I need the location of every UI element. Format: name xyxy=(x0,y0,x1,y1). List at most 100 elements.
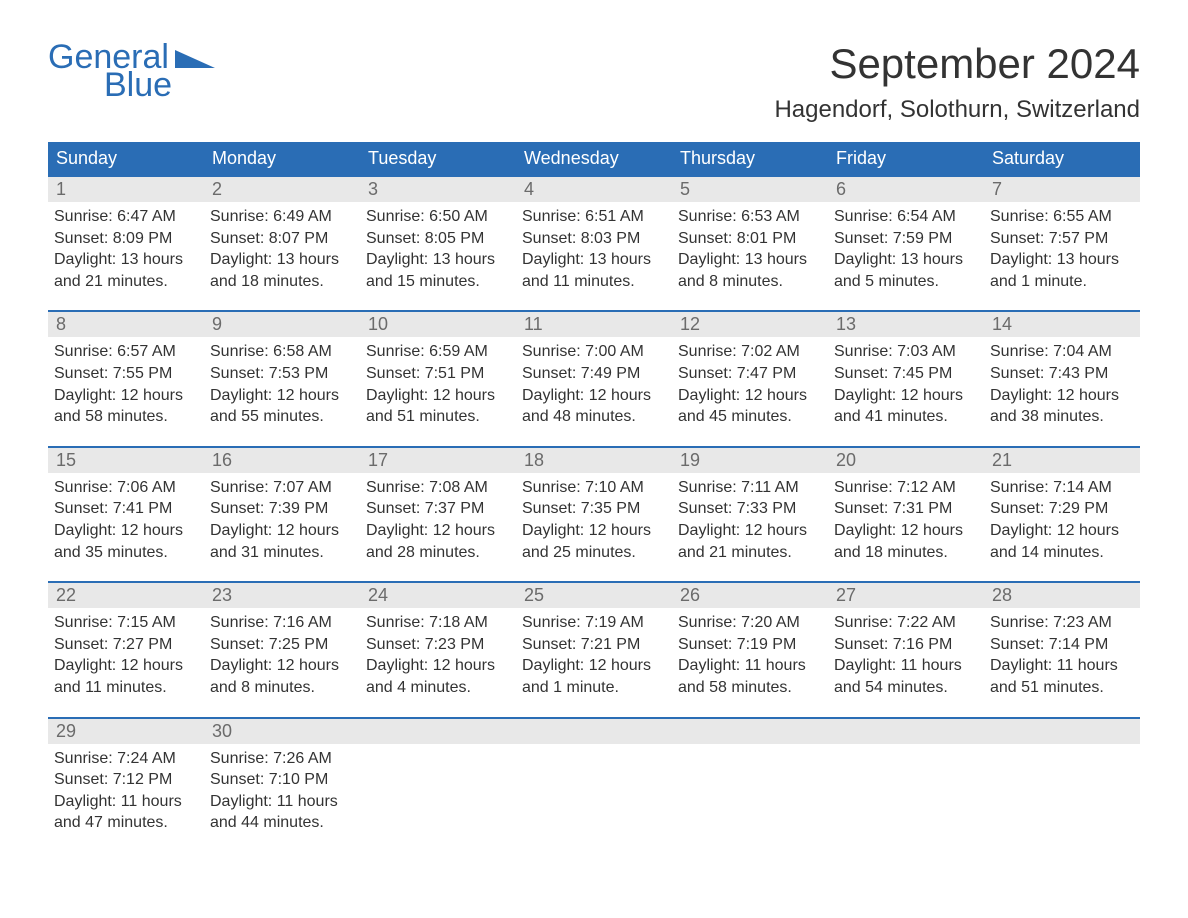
day-number-row: 6 xyxy=(828,177,984,202)
daylight-line1: Daylight: 12 hours xyxy=(210,655,354,677)
sunset: Sunset: 7:37 PM xyxy=(366,498,510,520)
daylight-line2: and 47 minutes. xyxy=(54,812,198,834)
daylight-line2: and 8 minutes. xyxy=(678,271,822,293)
sunrise: Sunrise: 7:16 AM xyxy=(210,612,354,634)
day-number-row: 8 xyxy=(48,312,204,337)
sunset: Sunset: 7:35 PM xyxy=(522,498,666,520)
calendar-day: 19Sunrise: 7:11 AMSunset: 7:33 PMDayligh… xyxy=(672,448,828,569)
calendar-week: 1Sunrise: 6:47 AMSunset: 8:09 PMDaylight… xyxy=(48,175,1140,298)
day-number-row: 24 xyxy=(360,583,516,608)
daylight-line1: Daylight: 12 hours xyxy=(522,520,666,542)
day-number-row: 26 xyxy=(672,583,828,608)
daylight-line1: Daylight: 12 hours xyxy=(54,520,198,542)
sunrise: Sunrise: 7:06 AM xyxy=(54,477,198,499)
sunrise: Sunrise: 7:11 AM xyxy=(678,477,822,499)
calendar-day: . xyxy=(516,719,672,840)
day-body: Sunrise: 7:11 AMSunset: 7:33 PMDaylight:… xyxy=(678,473,822,563)
calendar-day: 5Sunrise: 6:53 AMSunset: 8:01 PMDaylight… xyxy=(672,177,828,298)
daylight-line1: Daylight: 12 hours xyxy=(210,385,354,407)
daylight-line2: and 28 minutes. xyxy=(366,542,510,564)
sunrise: Sunrise: 6:49 AM xyxy=(210,206,354,228)
calendar-day: 18Sunrise: 7:10 AMSunset: 7:35 PMDayligh… xyxy=(516,448,672,569)
sunset: Sunset: 8:05 PM xyxy=(366,228,510,250)
day-number: 4 xyxy=(524,179,534,199)
daylight-line1: Daylight: 11 hours xyxy=(54,791,198,813)
sunset: Sunset: 7:14 PM xyxy=(990,634,1134,656)
daylight-line2: and 51 minutes. xyxy=(990,677,1134,699)
calendar-day: 13Sunrise: 7:03 AMSunset: 7:45 PMDayligh… xyxy=(828,312,984,433)
day-number: 28 xyxy=(992,585,1012,605)
calendar-day: 20Sunrise: 7:12 AMSunset: 7:31 PMDayligh… xyxy=(828,448,984,569)
sunset: Sunset: 7:53 PM xyxy=(210,363,354,385)
day-number-row: 12 xyxy=(672,312,828,337)
sunrise: Sunrise: 7:18 AM xyxy=(366,612,510,634)
day-number: 7 xyxy=(992,179,1002,199)
sunrise: Sunrise: 6:55 AM xyxy=(990,206,1134,228)
sunrise: Sunrise: 6:50 AM xyxy=(366,206,510,228)
day-number-row: 14 xyxy=(984,312,1140,337)
day-number: 6 xyxy=(836,179,846,199)
day-body: Sunrise: 6:51 AMSunset: 8:03 PMDaylight:… xyxy=(522,202,666,292)
sunset: Sunset: 7:12 PM xyxy=(54,769,198,791)
day-number-row: 27 xyxy=(828,583,984,608)
sunrise: Sunrise: 7:04 AM xyxy=(990,341,1134,363)
sunrise: Sunrise: 6:59 AM xyxy=(366,341,510,363)
day-number: 29 xyxy=(56,721,76,741)
daylight-line2: and 15 minutes. xyxy=(366,271,510,293)
sunset: Sunset: 7:41 PM xyxy=(54,498,198,520)
day-body: Sunrise: 7:23 AMSunset: 7:14 PMDaylight:… xyxy=(990,608,1134,698)
sunset: Sunset: 7:59 PM xyxy=(834,228,978,250)
daylight-line2: and 35 minutes. xyxy=(54,542,198,564)
daylight-line1: Daylight: 12 hours xyxy=(366,385,510,407)
day-number: 13 xyxy=(836,314,856,334)
day-number-row: 11 xyxy=(516,312,672,337)
sunrise: Sunrise: 7:22 AM xyxy=(834,612,978,634)
calendar-week: 29 Sunrise: 7:24 AMSunset: 7:12 PMDayligh… xyxy=(48,717,1140,840)
day-body: Sunrise: 7:06 AMSunset: 7:41 PMDaylight:… xyxy=(54,473,198,563)
daylight-line2: and 51 minutes. xyxy=(366,406,510,428)
day-number-row: 7 xyxy=(984,177,1140,202)
day-number-row: 4 xyxy=(516,177,672,202)
sunset: Sunset: 8:07 PM xyxy=(210,228,354,250)
sunset: Sunset: 7:27 PM xyxy=(54,634,198,656)
brand-logo: General Blue xyxy=(48,40,215,102)
calendar-day: 28 Sunrise: 7:23 AMSunset: 7:14 PMDayligh… xyxy=(984,583,1140,704)
day-number: 16 xyxy=(212,450,232,470)
daylight-line2: and 54 minutes. xyxy=(834,677,978,699)
day-number-row: 18 xyxy=(516,448,672,473)
weekday-saturday: Saturday xyxy=(984,142,1140,175)
sunset: Sunset: 7:57 PM xyxy=(990,228,1134,250)
sunrise: Sunrise: 7:23 AM xyxy=(990,612,1134,634)
sunrise: Sunrise: 6:47 AM xyxy=(54,206,198,228)
day-number: 30 xyxy=(212,721,232,741)
sunset: Sunset: 7:23 PM xyxy=(366,634,510,656)
day-number-row: 13 xyxy=(828,312,984,337)
sunrise: Sunrise: 7:19 AM xyxy=(522,612,666,634)
sunrise: Sunrise: 7:07 AM xyxy=(210,477,354,499)
day-number-row: 29 xyxy=(48,719,204,744)
calendar-day: 22Sunrise: 7:15 AMSunset: 7:27 PMDayligh… xyxy=(48,583,204,704)
daylight-line1: Daylight: 12 hours xyxy=(366,655,510,677)
day-number-row: 25 xyxy=(516,583,672,608)
day-number: 3 xyxy=(368,179,378,199)
daylight-line1: Daylight: 12 hours xyxy=(54,385,198,407)
weekday-row: Sunday Monday Tuesday Wednesday Thursday… xyxy=(48,142,1140,175)
day-body: Sunrise: 7:07 AMSunset: 7:39 PMDaylight:… xyxy=(210,473,354,563)
sunset: Sunset: 7:51 PM xyxy=(366,363,510,385)
day-number: 8 xyxy=(56,314,66,334)
day-number-row: 10 xyxy=(360,312,516,337)
daylight-line2: and 4 minutes. xyxy=(366,677,510,699)
day-body: Sunrise: 7:15 AMSunset: 7:27 PMDaylight:… xyxy=(54,608,198,698)
day-number: 21 xyxy=(992,450,1012,470)
day-body: Sunrise: 7:24 AMSunset: 7:12 PMDaylight:… xyxy=(54,744,198,834)
sunrise: Sunrise: 7:14 AM xyxy=(990,477,1134,499)
title-block: September 2024 Hagendorf, Solothurn, Swi… xyxy=(774,40,1140,124)
day-number: 24 xyxy=(368,585,388,605)
daylight-line1: Daylight: 12 hours xyxy=(834,385,978,407)
weekday-thursday: Thursday xyxy=(672,142,828,175)
day-number: 26 xyxy=(680,585,700,605)
day-body: Sunrise: 6:58 AMSunset: 7:53 PMDaylight:… xyxy=(210,337,354,427)
calendar-day: 15Sunrise: 7:06 AMSunset: 7:41 PMDayligh… xyxy=(48,448,204,569)
day-body: Sunrise: 7:02 AMSunset: 7:47 PMDaylight:… xyxy=(678,337,822,427)
daylight-line2: and 45 minutes. xyxy=(678,406,822,428)
